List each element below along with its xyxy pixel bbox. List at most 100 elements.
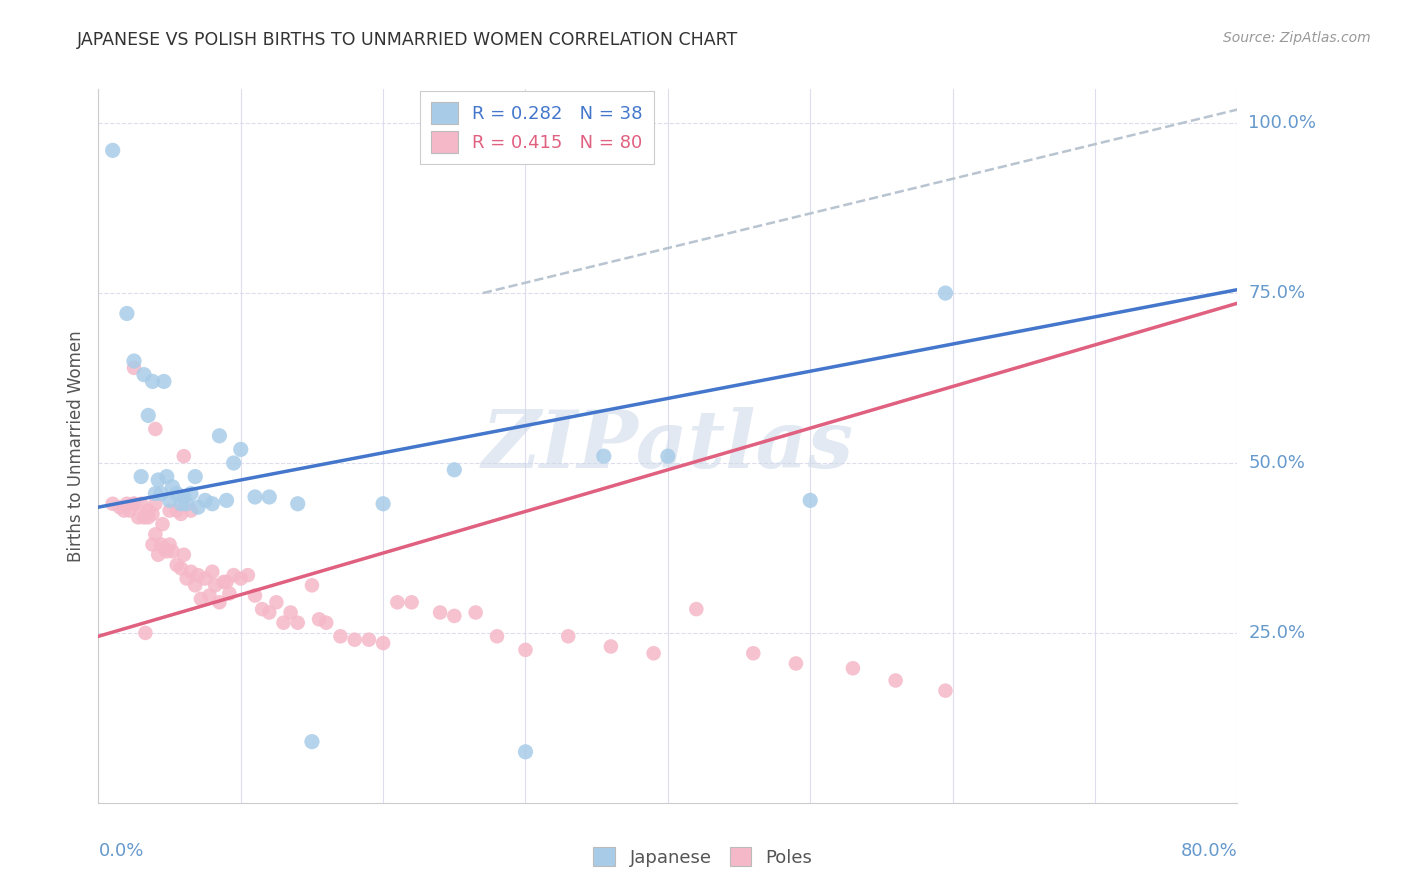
Point bbox=[141, 507, 163, 521]
Point bbox=[212, 574, 235, 589]
Point bbox=[329, 629, 352, 643]
Point bbox=[101, 144, 124, 158]
Point bbox=[250, 602, 273, 616]
Point bbox=[162, 544, 184, 558]
Point bbox=[136, 409, 159, 423]
Point bbox=[194, 493, 217, 508]
Text: 75.0%: 75.0% bbox=[1249, 284, 1306, 302]
Point bbox=[170, 561, 193, 575]
Point bbox=[229, 442, 252, 457]
Point bbox=[464, 606, 486, 620]
Point bbox=[150, 537, 173, 551]
Point bbox=[145, 497, 167, 511]
Point bbox=[180, 486, 202, 500]
Point bbox=[159, 537, 181, 551]
Point bbox=[153, 541, 176, 555]
Point bbox=[443, 463, 465, 477]
Point bbox=[122, 360, 145, 375]
Point bbox=[176, 572, 198, 586]
Y-axis label: Births to Unmarried Women: Births to Unmarried Women bbox=[66, 330, 84, 562]
Point bbox=[122, 497, 145, 511]
Point bbox=[287, 497, 309, 511]
Text: 50.0%: 50.0% bbox=[1249, 454, 1305, 472]
Point bbox=[243, 589, 266, 603]
Point bbox=[153, 375, 176, 389]
Point bbox=[243, 490, 266, 504]
Point bbox=[343, 632, 366, 647]
Point bbox=[273, 615, 295, 630]
Point bbox=[934, 683, 956, 698]
Point bbox=[145, 527, 167, 541]
Point bbox=[201, 497, 224, 511]
Point bbox=[184, 578, 207, 592]
Point bbox=[150, 486, 173, 500]
Point bbox=[280, 606, 302, 620]
Point bbox=[132, 368, 155, 382]
Point bbox=[145, 422, 167, 436]
Point bbox=[115, 306, 138, 320]
Point bbox=[152, 517, 174, 532]
Point bbox=[301, 578, 323, 592]
Point bbox=[129, 497, 152, 511]
Legend: Japanese, Poles: Japanese, Poles bbox=[586, 840, 820, 874]
Point bbox=[118, 503, 141, 517]
Point bbox=[842, 661, 865, 675]
Point bbox=[112, 503, 135, 517]
Point bbox=[173, 548, 195, 562]
Point bbox=[198, 589, 221, 603]
Text: JAPANESE VS POLISH BIRTHS TO UNMARRIED WOMEN CORRELATION CHART: JAPANESE VS POLISH BIRTHS TO UNMARRIED W… bbox=[77, 31, 738, 49]
Point bbox=[785, 657, 807, 671]
Point bbox=[173, 449, 195, 463]
Text: 100.0%: 100.0% bbox=[1249, 114, 1316, 132]
Point bbox=[194, 572, 217, 586]
Point bbox=[222, 568, 245, 582]
Point bbox=[229, 572, 252, 586]
Point bbox=[515, 643, 537, 657]
Point bbox=[187, 568, 209, 582]
Point bbox=[180, 503, 202, 517]
Point bbox=[643, 646, 665, 660]
Point bbox=[884, 673, 907, 688]
Point bbox=[486, 629, 509, 643]
Point bbox=[176, 497, 198, 511]
Point bbox=[657, 449, 679, 463]
Point bbox=[308, 612, 330, 626]
Point bbox=[266, 595, 288, 609]
Point bbox=[373, 497, 395, 511]
Point bbox=[129, 469, 152, 483]
Point bbox=[141, 375, 163, 389]
Point bbox=[173, 490, 195, 504]
Point bbox=[122, 354, 145, 368]
Text: Source: ZipAtlas.com: Source: ZipAtlas.com bbox=[1223, 31, 1371, 45]
Point bbox=[259, 490, 281, 504]
Point bbox=[401, 595, 423, 609]
Point bbox=[166, 486, 188, 500]
Point bbox=[201, 565, 224, 579]
Point bbox=[132, 510, 155, 524]
Point bbox=[145, 486, 167, 500]
Point bbox=[429, 606, 451, 620]
Legend: R = 0.282   N = 38, R = 0.415   N = 80: R = 0.282 N = 38, R = 0.415 N = 80 bbox=[420, 91, 654, 164]
Point bbox=[600, 640, 623, 654]
Point bbox=[134, 626, 156, 640]
Point bbox=[166, 503, 188, 517]
Point bbox=[159, 503, 181, 517]
Point bbox=[259, 606, 281, 620]
Point bbox=[222, 456, 245, 470]
Point bbox=[180, 565, 202, 579]
Point bbox=[148, 473, 170, 487]
Point bbox=[742, 646, 765, 660]
Text: ZIPatlas: ZIPatlas bbox=[482, 408, 853, 484]
Point bbox=[515, 745, 537, 759]
Point bbox=[301, 734, 323, 748]
Text: 25.0%: 25.0% bbox=[1249, 624, 1306, 642]
Point bbox=[122, 497, 145, 511]
Point bbox=[156, 469, 179, 483]
Point bbox=[215, 493, 238, 508]
Point bbox=[218, 586, 240, 600]
Point bbox=[127, 510, 149, 524]
Point bbox=[136, 503, 159, 517]
Point bbox=[387, 595, 409, 609]
Point bbox=[934, 286, 956, 301]
Point bbox=[190, 591, 212, 606]
